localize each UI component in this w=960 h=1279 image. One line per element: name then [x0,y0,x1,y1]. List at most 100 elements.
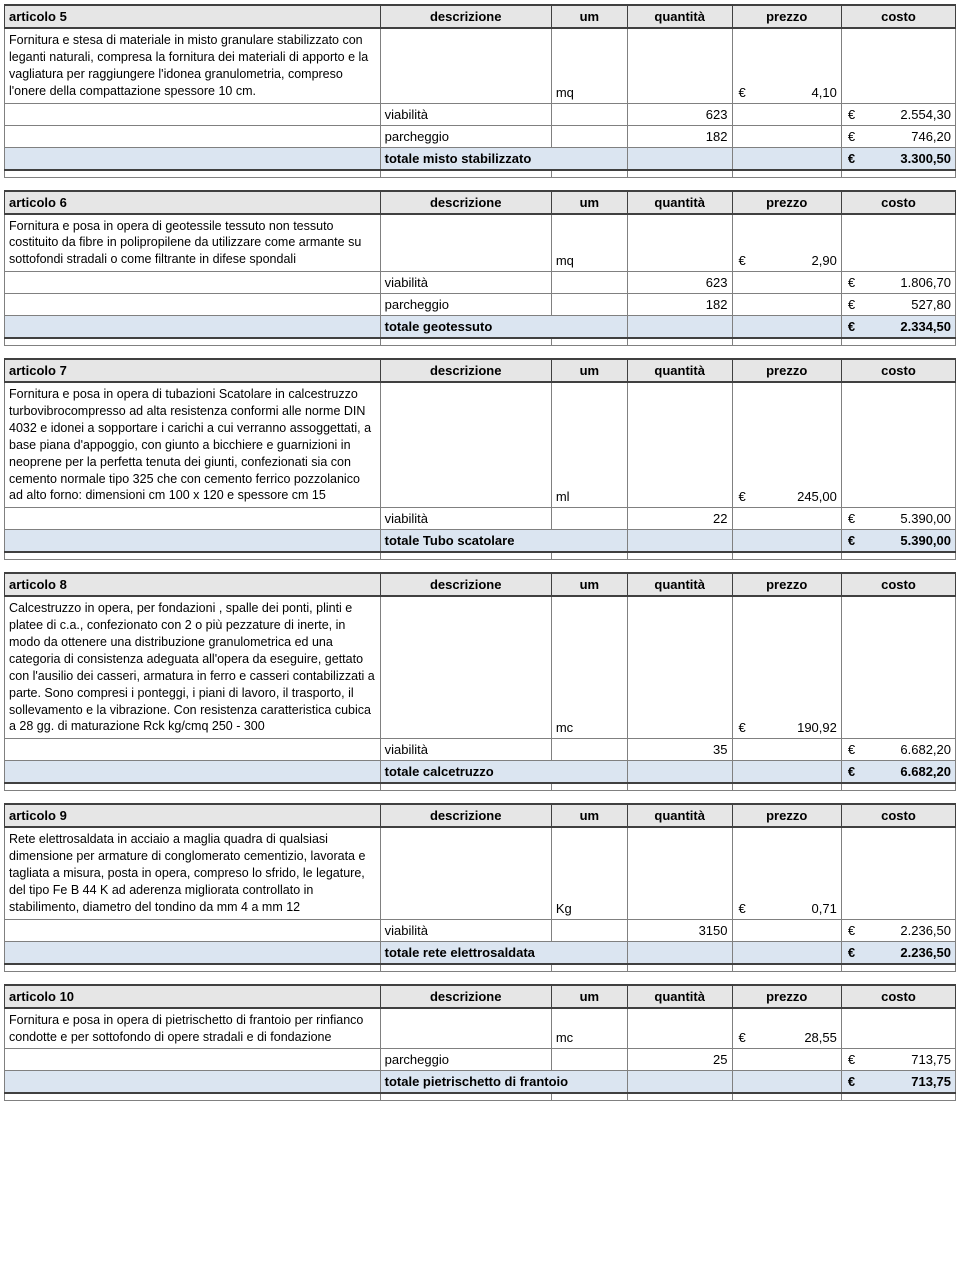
blank-cell [551,1093,627,1101]
article-header-row: articolo 7descrizioneumquantitàprezzocos… [5,359,956,382]
line-cost: €746,20 [841,125,955,147]
article-price: €245,00 [732,382,841,508]
col-descrizione: descrizione [380,573,551,596]
article-block: articolo 7descrizioneumquantitàprezzocos… [4,358,956,560]
description-row: Rete elettrosaldata in acciaio a maglia … [5,827,956,919]
total-cost: €2.236,50 [841,941,955,964]
blank-cell [627,1071,732,1094]
blank-cell [732,316,841,339]
description-row: Fornitura e posa in opera di pietrischet… [5,1008,956,1049]
article-price: €4,10 [732,28,841,103]
col-descrizione: descrizione [380,359,551,382]
col-descrizione: descrizione [380,804,551,827]
article-description: Fornitura e posa in opera di pietrischet… [5,1008,381,1049]
article-um: mc [551,1008,627,1049]
article-header-row: articolo 10descrizioneumquantitàprezzoco… [5,985,956,1008]
blank-cell [5,125,381,147]
blank-cell [841,1093,955,1101]
line-qty: 623 [627,103,732,125]
col-prezzo: prezzo [732,359,841,382]
article-price: €190,92 [732,596,841,739]
col-costo: costo [841,573,955,596]
blank-cell [5,272,381,294]
total-cost: €713,75 [841,1071,955,1094]
spacer-row [5,783,956,791]
blank-cell [5,294,381,316]
col-quantita: quantità [627,573,732,596]
blank-cell [732,103,841,125]
blank-cell [841,1008,955,1049]
line-label: parcheggio [380,1049,551,1071]
blank-cell [732,338,841,346]
blank-cell [380,964,551,972]
blank-cell [5,1049,381,1071]
col-um: um [551,804,627,827]
col-um: um [551,359,627,382]
blank-cell [551,783,627,791]
col-um: um [551,191,627,214]
blank-cell [627,941,732,964]
col-quantita: quantità [627,5,732,28]
line-qty: 623 [627,272,732,294]
line-row: viabilità3150€2.236,50 [5,919,956,941]
line-row: viabilità623€1.806,70 [5,272,956,294]
article-um: mq [551,214,627,272]
article-id: articolo 8 [5,573,381,596]
col-costo: costo [841,804,955,827]
article-table: articolo 8descrizioneumquantitàprezzocos… [4,572,956,791]
article-price: €2,90 [732,214,841,272]
article-table: articolo 9descrizioneumquantitàprezzocos… [4,803,956,971]
col-costo: costo [841,191,955,214]
blank-cell [380,1093,551,1101]
article-id: articolo 10 [5,985,381,1008]
total-label: totale pietrischetto di frantoio [380,1071,627,1094]
blank-cell [841,338,955,346]
line-label: viabilità [380,103,551,125]
col-costo: costo [841,985,955,1008]
line-cost: €1.806,70 [841,272,955,294]
blank-cell [732,761,841,784]
blank-cell [5,552,381,560]
article-header-row: articolo 6descrizioneumquantitàprezzocos… [5,191,956,214]
blank-cell [732,919,841,941]
col-quantita: quantità [627,359,732,382]
article-um: mc [551,596,627,739]
blank-cell [732,739,841,761]
blank-cell [841,552,955,560]
total-cost: €6.682,20 [841,761,955,784]
description-row: Fornitura e stesa di materiale in misto … [5,28,956,103]
line-qty: 182 [627,125,732,147]
blank-cell [380,382,551,508]
blank-cell [5,147,381,170]
article-id: articolo 6 [5,191,381,214]
col-descrizione: descrizione [380,5,551,28]
article-description: Fornitura e stesa di materiale in misto … [5,28,381,103]
col-prezzo: prezzo [732,985,841,1008]
line-qty: 22 [627,508,732,530]
total-row: totale calcetruzzo€6.682,20 [5,761,956,784]
description-row: Calcestruzzo in opera, per fondazioni , … [5,596,956,739]
blank-cell [5,739,381,761]
blank-cell [732,941,841,964]
blank-cell [732,1071,841,1094]
blank-cell [732,147,841,170]
blank-cell [732,294,841,316]
article-um: mq [551,28,627,103]
article-block: articolo 8descrizioneumquantitàprezzocos… [4,572,956,791]
col-quantita: quantità [627,191,732,214]
blank-cell [627,552,732,560]
blank-cell [841,170,955,178]
blank-cell [551,272,627,294]
article-header-row: articolo 8descrizioneumquantitàprezzocos… [5,573,956,596]
col-descrizione: descrizione [380,191,551,214]
article-um: ml [551,382,627,508]
blank-cell [841,214,955,272]
article-um: Kg [551,827,627,919]
blank-cell [551,125,627,147]
blank-cell [627,338,732,346]
line-cost: €713,75 [841,1049,955,1071]
line-qty: 3150 [627,919,732,941]
line-label: viabilità [380,739,551,761]
total-cost: €5.390,00 [841,530,955,553]
article-table: articolo 6descrizioneumquantitàprezzocos… [4,190,956,347]
